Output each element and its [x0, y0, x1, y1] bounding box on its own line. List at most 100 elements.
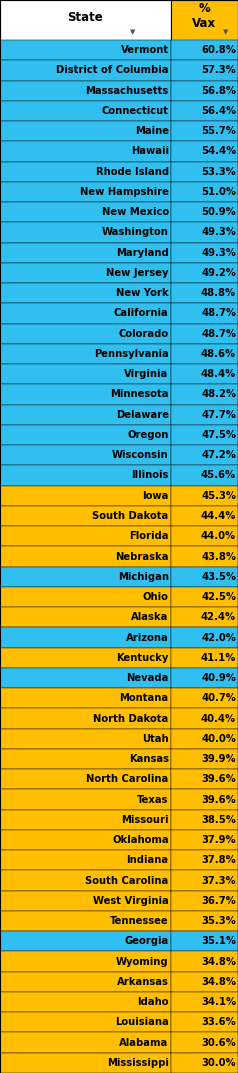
Bar [171, 1053, 238, 1073]
Bar [171, 526, 238, 546]
Text: Oregon: Oregon [127, 430, 169, 440]
Text: Arizona: Arizona [126, 632, 169, 643]
Bar [0, 648, 171, 667]
Text: Vermont: Vermont [120, 45, 169, 55]
Bar [171, 769, 238, 790]
Text: 47.7%: 47.7% [201, 410, 236, 420]
Text: 43.8%: 43.8% [201, 552, 236, 561]
Text: Washington: Washington [102, 227, 169, 237]
Bar [171, 505, 238, 526]
Bar [0, 466, 171, 486]
Bar [0, 181, 171, 202]
Bar [0, 425, 171, 445]
Text: Virginia: Virginia [124, 369, 169, 379]
Bar [0, 101, 171, 121]
Text: 60.8%: 60.8% [201, 45, 236, 55]
Bar [0, 364, 171, 384]
Text: 49.2%: 49.2% [201, 268, 236, 278]
Bar [0, 972, 171, 991]
Text: 41.1%: 41.1% [201, 652, 236, 663]
Text: Connecticut: Connecticut [102, 106, 169, 116]
Bar [171, 829, 238, 850]
Bar [171, 567, 238, 587]
Text: %
Vax: % Vax [192, 2, 216, 30]
Text: 50.9%: 50.9% [201, 207, 236, 217]
Bar [0, 1053, 171, 1073]
Text: 42.4%: 42.4% [201, 613, 236, 622]
Text: Nevada: Nevada [126, 673, 169, 684]
Text: 49.3%: 49.3% [201, 227, 236, 237]
Text: 55.7%: 55.7% [201, 127, 236, 136]
Bar [171, 1012, 238, 1032]
Text: 56.8%: 56.8% [201, 86, 236, 95]
Text: State: State [67, 11, 103, 24]
Bar [171, 587, 238, 607]
Text: 39.9%: 39.9% [201, 754, 236, 764]
Text: Mississippi: Mississippi [107, 1058, 169, 1068]
Text: 35.1%: 35.1% [201, 937, 236, 946]
Text: Iowa: Iowa [142, 490, 169, 501]
Text: 36.7%: 36.7% [201, 896, 236, 906]
Bar [0, 891, 171, 911]
Bar [171, 181, 238, 202]
Bar [0, 505, 171, 526]
Bar [171, 101, 238, 121]
Bar [0, 952, 171, 972]
Text: 38.5%: 38.5% [201, 814, 236, 825]
Bar [171, 364, 238, 384]
Bar [171, 648, 238, 667]
Text: New Hampshire: New Hampshire [80, 187, 169, 197]
Text: 37.9%: 37.9% [201, 835, 236, 846]
Bar [0, 202, 171, 222]
Text: 47.5%: 47.5% [201, 430, 236, 440]
Text: 45.3%: 45.3% [201, 490, 236, 501]
Text: 33.6%: 33.6% [201, 1017, 236, 1027]
Text: 42.0%: 42.0% [201, 632, 236, 643]
Bar [0, 991, 171, 1012]
Text: 30.6%: 30.6% [201, 1038, 236, 1047]
Bar [0, 587, 171, 607]
Bar [171, 952, 238, 972]
Bar [171, 850, 238, 870]
Bar [0, 142, 171, 162]
Text: North Dakota: North Dakota [93, 714, 169, 723]
Bar [0, 931, 171, 952]
Text: 48.4%: 48.4% [201, 369, 236, 379]
Text: 34.8%: 34.8% [201, 976, 236, 987]
Text: Alaska: Alaska [131, 613, 169, 622]
Bar [171, 790, 238, 810]
Text: 48.8%: 48.8% [201, 289, 236, 298]
Text: 43.5%: 43.5% [201, 572, 236, 582]
Bar [171, 162, 238, 181]
Bar [171, 222, 238, 242]
Bar [0, 445, 171, 466]
Bar [171, 607, 238, 628]
Text: 54.4%: 54.4% [201, 146, 236, 157]
Bar [0, 1012, 171, 1032]
Text: South Carolina: South Carolina [85, 876, 169, 885]
Bar [171, 425, 238, 445]
Bar [171, 40, 238, 60]
Text: 45.6%: 45.6% [201, 470, 236, 481]
Bar [0, 729, 171, 749]
Bar [0, 810, 171, 829]
Text: 40.0%: 40.0% [201, 734, 236, 744]
Text: Delaware: Delaware [116, 410, 169, 420]
Bar [171, 931, 238, 952]
Text: 34.8%: 34.8% [201, 957, 236, 967]
Text: Montana: Montana [119, 693, 169, 703]
Bar [171, 546, 238, 567]
Text: Pennsylvania: Pennsylvania [94, 349, 169, 359]
Text: Maryland: Maryland [116, 248, 169, 258]
Text: 47.2%: 47.2% [201, 451, 236, 460]
Text: Georgia: Georgia [124, 937, 169, 946]
Text: Maine: Maine [135, 127, 169, 136]
Text: 57.3%: 57.3% [201, 65, 236, 75]
Text: ▼: ▼ [130, 29, 136, 35]
Bar [0, 384, 171, 405]
Text: 48.7%: 48.7% [201, 308, 236, 319]
Bar [0, 911, 171, 931]
Text: Louisiana: Louisiana [115, 1017, 169, 1027]
Text: 44.0%: 44.0% [201, 531, 236, 541]
Bar [171, 972, 238, 991]
